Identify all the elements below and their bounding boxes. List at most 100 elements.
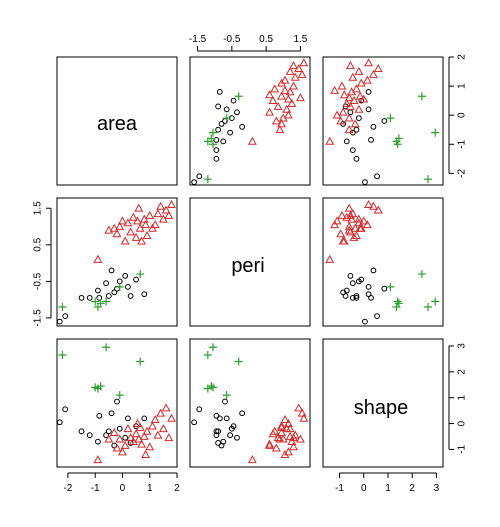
point-plus-area-vs-shape bbox=[417, 92, 426, 101]
point-triangle-area-vs-shape bbox=[344, 113, 354, 122]
point-triangle-shape-vs-area bbox=[135, 422, 145, 431]
point-plus-area-vs-peri bbox=[222, 114, 231, 123]
point-circle-shape-vs-peri bbox=[239, 410, 246, 417]
point-triangle-area-vs-shape bbox=[362, 75, 372, 84]
point-triangle-area-vs-shape bbox=[352, 84, 361, 93]
point-triangle-peri-vs-area bbox=[118, 216, 127, 225]
tick-label-shape-bottom: 3 bbox=[434, 483, 440, 494]
tick-label-peri-top: 1.5 bbox=[293, 34, 307, 45]
point-circle-peri-vs-shape bbox=[353, 294, 360, 301]
point-triangle-peri-vs-area bbox=[150, 220, 160, 229]
point-plus-area-vs-shape bbox=[386, 114, 395, 123]
point-circle-peri-vs-area bbox=[125, 283, 131, 290]
point-circle-shape-vs-area bbox=[105, 428, 112, 435]
point-circle-peri-vs-shape bbox=[340, 289, 347, 296]
diag-label-area: area bbox=[97, 113, 138, 135]
point-plus-peri-vs-area bbox=[96, 299, 105, 308]
point-triangle-peri-vs-area bbox=[93, 254, 103, 263]
point-triangle-shape-vs-area bbox=[145, 442, 155, 451]
point-circle-area-vs-peri bbox=[227, 129, 234, 136]
point-triangle-area-vs-shape bbox=[345, 61, 355, 70]
point-triangle-area-vs-peri bbox=[247, 136, 257, 145]
point-triangle-shape-vs-peri bbox=[277, 421, 286, 430]
panel-frame-shape-peri bbox=[189, 338, 311, 468]
tick-label-peri-left: -0.5 bbox=[33, 272, 44, 290]
point-triangle-peri-vs-area bbox=[120, 236, 130, 245]
tick-label-area-bottom: -2 bbox=[63, 483, 72, 494]
point-triangle-peri-vs-area bbox=[131, 232, 141, 241]
panel-frame-peri-shape bbox=[322, 197, 444, 327]
point-triangle-shape-vs-peri bbox=[270, 426, 280, 435]
point-circle-peri-vs-area bbox=[133, 276, 139, 283]
diag-label-peri: peri bbox=[231, 255, 264, 277]
tick-label-area-bottom: 2 bbox=[174, 483, 180, 494]
point-triangle-peri-vs-shape bbox=[344, 203, 354, 212]
point-circle-area-vs-peri bbox=[213, 155, 220, 162]
point-triangle-shape-vs-area bbox=[126, 433, 136, 442]
point-triangle-area-vs-shape bbox=[338, 107, 348, 116]
point-circle-peri-vs-area bbox=[108, 267, 115, 274]
point-triangle-area-vs-shape bbox=[342, 98, 352, 107]
tick-label-area-right: 2 bbox=[457, 54, 468, 60]
diag-label-shape: shape bbox=[354, 397, 409, 419]
point-triangle-peri-vs-shape bbox=[330, 220, 340, 229]
point-triangle-shape-vs-peri bbox=[285, 424, 295, 433]
point-triangle-shape-vs-area bbox=[93, 455, 103, 464]
tick-label-shape-bottom: -1 bbox=[335, 483, 344, 494]
point-triangle-shape-vs-peri bbox=[299, 413, 309, 422]
point-triangle-shape-vs-area bbox=[139, 431, 149, 440]
point-circle-area-vs-shape bbox=[362, 179, 368, 185]
point-circle-peri-vs-shape bbox=[353, 293, 360, 299]
tick-label-shape-right: 1 bbox=[457, 394, 468, 400]
point-plus-shape-vs-peri bbox=[207, 382, 216, 391]
panel-frame-area-peri bbox=[189, 56, 311, 186]
point-triangle-area-vs-shape bbox=[354, 104, 364, 113]
point-triangle-area-vs-peri bbox=[297, 69, 307, 78]
point-circle-shape-vs-area bbox=[122, 434, 129, 441]
point-triangle-area-vs-peri bbox=[289, 81, 298, 90]
point-triangle-peri-vs-area bbox=[142, 231, 152, 240]
point-triangle-peri-vs-shape bbox=[336, 229, 346, 238]
point-triangle-peri-vs-area bbox=[126, 227, 136, 236]
point-triangle-shape-vs-peri bbox=[271, 443, 281, 452]
point-circle-peri-vs-shape bbox=[362, 318, 368, 325]
tick-label-area-right: 1 bbox=[457, 83, 468, 89]
panel-frames bbox=[56, 56, 444, 468]
point-triangle-peri-vs-shape bbox=[350, 223, 360, 232]
point-triangle-peri-vs-area bbox=[137, 236, 146, 245]
tick-label-peri-left: 1.5 bbox=[33, 201, 44, 215]
point-circle-area-vs-shape bbox=[353, 126, 360, 133]
point-triangle-peri-vs-area bbox=[109, 223, 119, 232]
panel-frame-shape-shape bbox=[322, 338, 444, 468]
point-plus-shape-vs-peri bbox=[234, 357, 243, 366]
point-circle-peri-vs-area bbox=[96, 294, 103, 301]
point-circle-peri-vs-shape bbox=[370, 267, 377, 274]
tick-label-area-right: 0 bbox=[457, 112, 468, 118]
point-triangle-shape-vs-area bbox=[123, 424, 133, 433]
point-circle-shape-vs-area bbox=[125, 415, 131, 422]
point-plus-shape-vs-area bbox=[96, 382, 105, 391]
data-points bbox=[56, 58, 440, 464]
point-plus-shape-vs-area bbox=[136, 357, 145, 366]
point-triangle-shape-vs-area bbox=[142, 426, 152, 435]
tick-label-peri-left: -1.5 bbox=[33, 309, 44, 327]
point-triangle-shape-vs-area bbox=[120, 440, 130, 449]
point-triangle-area-vs-shape bbox=[359, 94, 369, 103]
point-circle-peri-vs-area bbox=[111, 289, 118, 296]
point-circle-shape-vs-area bbox=[116, 425, 123, 432]
point-circle-area-vs-peri bbox=[220, 138, 227, 145]
point-circle-peri-vs-area bbox=[122, 272, 129, 279]
point-circle-shape-vs-area bbox=[108, 410, 115, 417]
point-plus-area-vs-shape bbox=[423, 175, 432, 184]
point-circle-area-vs-peri bbox=[215, 126, 222, 133]
point-circle-peri-vs-area bbox=[141, 291, 148, 298]
panel-frame-shape-area bbox=[56, 338, 178, 468]
point-circle-shape-vs-area bbox=[141, 415, 148, 422]
point-triangle-shape-vs-area bbox=[112, 443, 122, 452]
point-triangle-peri-vs-area bbox=[164, 210, 174, 219]
point-triangle-shape-vs-peri bbox=[283, 418, 293, 427]
point-circle-area-vs-shape bbox=[343, 138, 350, 145]
point-triangle-shape-vs-area bbox=[137, 439, 146, 448]
point-triangle-peri-vs-area bbox=[167, 199, 176, 208]
point-circle-shape-vs-peri bbox=[196, 406, 203, 413]
